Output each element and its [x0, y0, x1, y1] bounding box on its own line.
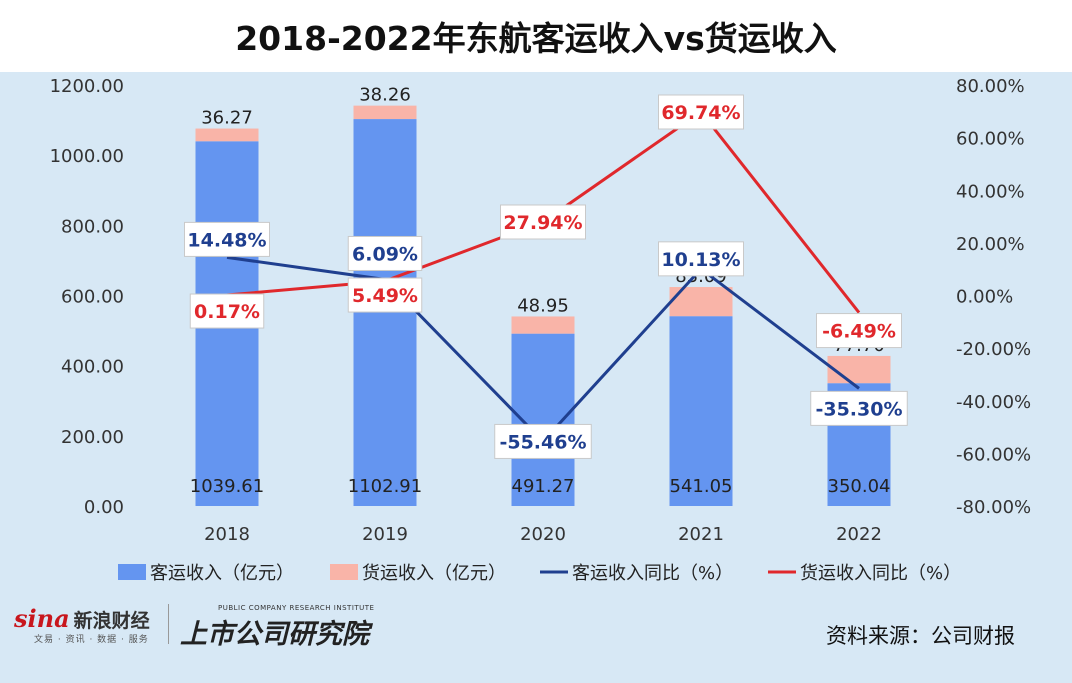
bar-cargo	[511, 316, 575, 334]
bar-cargo	[827, 355, 891, 384]
data-label-passenger-yoy: -55.46%	[499, 431, 586, 453]
title-bar: 2018-2022年东航客运收入vs货运收入	[0, 0, 1072, 72]
data-label-cargo-yoy-box	[500, 204, 586, 240]
data-label-cargo: 36.27	[201, 108, 253, 129]
data-label-passenger-yoy-box	[494, 423, 592, 459]
left-axis-tick: 1200.00	[50, 76, 124, 97]
x-axis-tick: 2020	[520, 524, 566, 545]
left-axis-tick: 600.00	[61, 287, 124, 308]
data-label-cargo: 38.26	[359, 85, 411, 106]
brand-divider	[168, 604, 169, 644]
right-axis-tick: 80.00%	[956, 76, 1025, 97]
data-label-passenger: 1039.61	[190, 476, 264, 497]
left-axis-tick: 200.00	[61, 427, 124, 448]
x-axis-tick: 2018	[204, 524, 250, 545]
data-label-cargo-yoy: 27.94%	[503, 212, 582, 234]
data-label-passenger-yoy: 10.13%	[661, 249, 740, 271]
data-label-cargo: 48.95	[517, 295, 569, 316]
data-label-cargo-yoy-box	[347, 277, 423, 313]
data-label-passenger: 541.05	[670, 476, 733, 497]
left-axis-tick: 400.00	[61, 357, 124, 378]
data-label-cargo-yoy: 5.49%	[352, 285, 418, 307]
data-label-passenger-yoy-box	[658, 241, 744, 277]
bar-cargo	[195, 128, 259, 142]
legend-label: 客运收入同比（%）	[572, 563, 733, 584]
data-label-passenger-yoy: 14.48%	[187, 229, 266, 251]
source-note: 资料来源：公司财报	[826, 624, 1015, 648]
data-label-cargo-yoy-box	[816, 313, 902, 349]
data-label-passenger: 350.04	[828, 476, 891, 497]
data-label-passenger: 491.27	[512, 476, 575, 497]
data-label-cargo-yoy-box	[658, 94, 744, 130]
right-axis-tick: -20.00%	[956, 339, 1031, 360]
right-axis-tick: -80.00%	[956, 497, 1031, 518]
chart-title: 2018-2022年东航客运收入vs货运收入	[235, 19, 837, 58]
bar-cargo	[353, 105, 417, 120]
data-label-passenger-yoy-box	[810, 390, 908, 426]
institute-en: PUBLIC COMPANY RESEARCH INSTITUTE	[218, 604, 375, 612]
legend-label: 客运收入（亿元）	[150, 563, 294, 584]
x-axis-tick: 2022	[836, 524, 882, 545]
data-label-cargo-yoy: -6.49%	[822, 321, 896, 343]
sina-subtitle: 文易 · 资讯 · 数据 · 服务	[34, 635, 149, 645]
data-label-cargo-yoy-box	[189, 293, 265, 329]
institute-logo: 上市公司研究院	[180, 619, 369, 650]
legend-swatch	[330, 564, 358, 580]
left-axis-tick: 1000.00	[50, 146, 124, 167]
data-label-passenger: 1102.91	[348, 476, 422, 497]
chart-area: 0.00 200.00 400.00 600.00 800.00 1000.00 1200.…	[50, 76, 1032, 584]
data-label-passenger-yoy: 6.09%	[352, 243, 418, 265]
right-axis-tick: 40.00%	[956, 181, 1025, 202]
legend-label: 货运收入（亿元）	[362, 563, 506, 584]
right-axis-tick: 20.00%	[956, 234, 1025, 255]
sina-logo: sina 新浪财经	[14, 604, 150, 633]
legend-swatch	[118, 564, 146, 580]
data-label-cargo-yoy: 0.17%	[194, 301, 260, 323]
x-axis-tick: 2019	[362, 524, 408, 545]
bar-passenger	[669, 316, 733, 506]
data-label-passenger-yoy-box	[347, 235, 423, 271]
data-label-passenger-yoy: -35.30%	[815, 398, 902, 420]
sina-logo-text: sina	[14, 604, 70, 633]
data-label-passenger-yoy-box	[184, 221, 270, 257]
right-axis-tick: -40.00%	[956, 392, 1031, 413]
right-axis-tick: -60.00%	[956, 444, 1031, 465]
left-axis-tick: 0.00	[84, 497, 124, 518]
x-axis-tick: 2021	[678, 524, 724, 545]
right-axis-tick: 60.00%	[956, 129, 1025, 150]
right-axis-tick: 0.00%	[956, 287, 1013, 308]
sina-name: 新浪财经	[73, 610, 150, 632]
left-axis-tick: 800.00	[61, 216, 124, 237]
data-label-cargo-yoy: 69.74%	[661, 102, 740, 124]
legend-label: 货运收入同比（%）	[800, 563, 961, 584]
